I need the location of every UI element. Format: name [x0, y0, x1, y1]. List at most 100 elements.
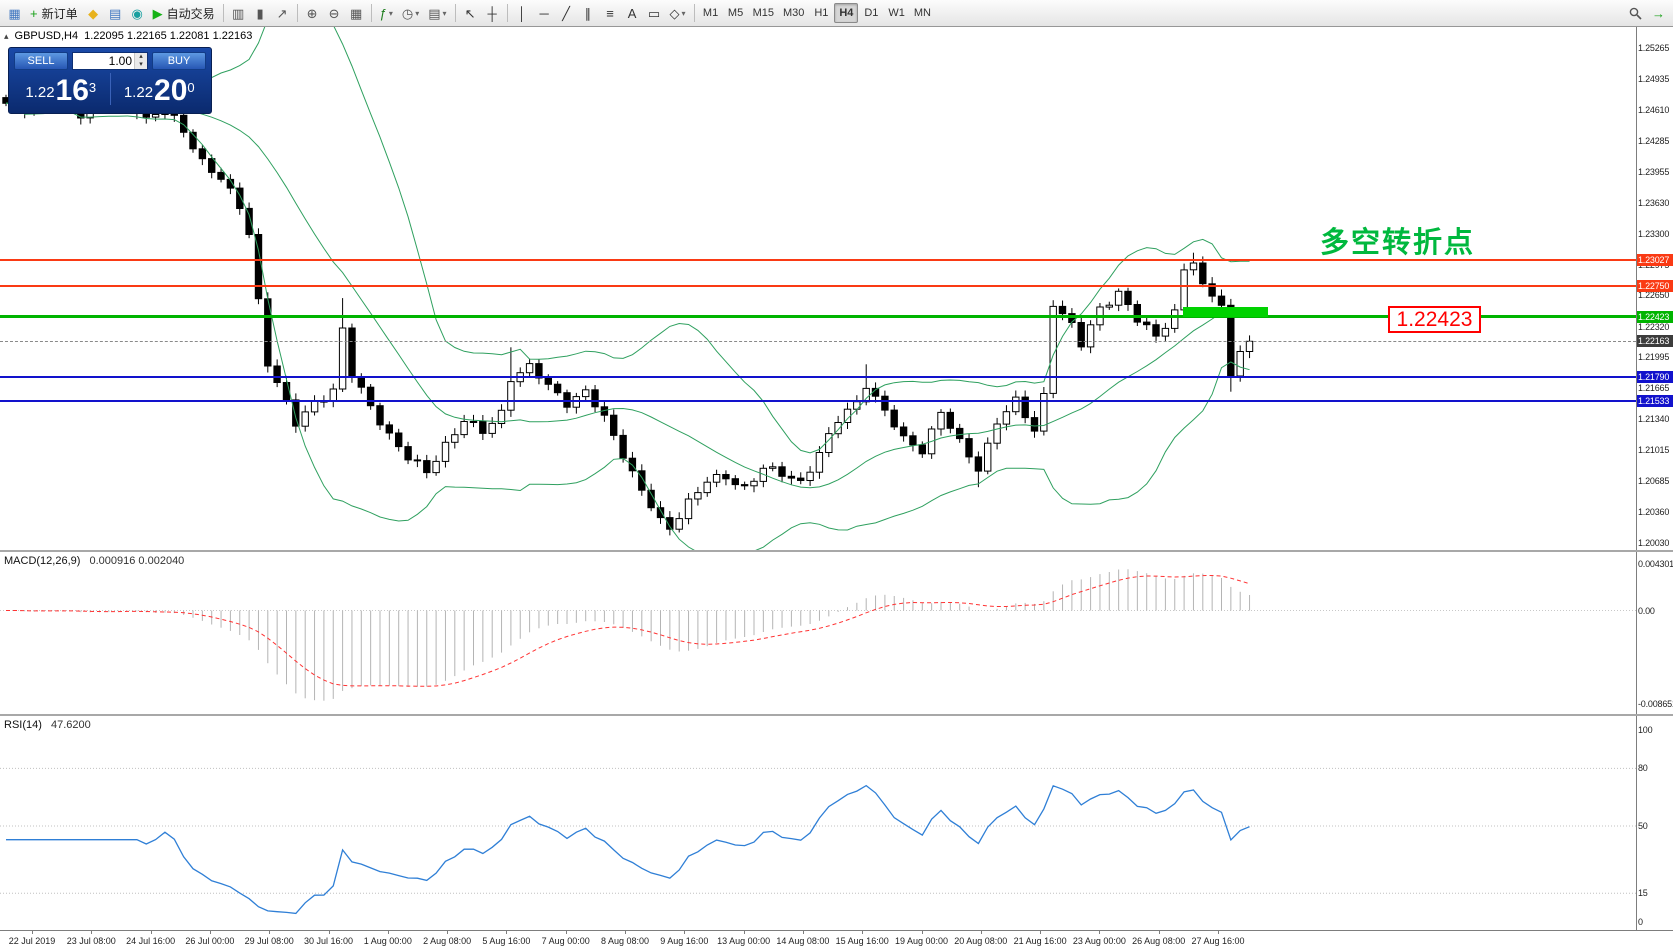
price-axis-label: 1.20360 — [1638, 506, 1670, 517]
rsi-axis[interactable]: 100 80 50 15 0 — [1636, 716, 1673, 930]
buy-price[interactable]: 1.22 20 0 — [123, 74, 195, 107]
candlestick-icon[interactable]: ▮ — [250, 2, 271, 24]
price-divider — [109, 73, 111, 105]
macd-axis-label: 0.004301 — [1638, 559, 1673, 569]
rsi-plot-area[interactable]: RSI(14) 47.6200 — [0, 716, 1636, 930]
candlestick-chart[interactable] — [0, 27, 1636, 550]
profiles-icon: ▤ — [108, 5, 122, 21]
bar-chart-icon: ▥ — [231, 5, 245, 21]
hline-icon: ─ — [539, 5, 549, 21]
volume-input[interactable] — [73, 53, 134, 69]
macd-label: MACD(12,26,9) 0.000916 0.002040 — [4, 555, 185, 567]
bar-chart-icon[interactable]: ▥ — [228, 2, 249, 24]
oneclick-toggle-icon[interactable]: ▴ — [4, 30, 9, 41]
price-axis-label: 1.21995 — [1638, 352, 1670, 363]
time-axis-label: 22 Jul 2019 — [8, 936, 56, 946]
time-axis-label: 8 Aug 08:00 — [600, 936, 650, 946]
line-chart-icon[interactable]: ↗ — [272, 2, 293, 24]
volume-up-icon[interactable]: ▴ — [135, 53, 147, 61]
horizontal-line-1.21533[interactable] — [0, 399, 1636, 402]
favorites-icon[interactable]: ◆ — [83, 2, 104, 24]
time-axis-label: 13 Aug 00:00 — [717, 936, 771, 946]
price-axis-label: 1.22650 — [1638, 290, 1670, 301]
zoom-out-icon[interactable]: ⊖ — [324, 2, 345, 24]
trendline-icon: ╱ — [562, 5, 570, 21]
indicators-icon[interactable]: ƒ ▾ — [376, 2, 397, 24]
crosshair-icon[interactable]: ┼ — [482, 2, 503, 24]
macd-axis[interactable]: 0.004301 0.00 -0.008651 — [1636, 552, 1673, 714]
toolbar-separator — [222, 4, 224, 22]
sell-price[interactable]: 1.22 16 3 — [25, 74, 97, 107]
forward-icon[interactable]: → — [1648, 2, 1669, 24]
timeframe-button-h4[interactable]: H4 — [834, 3, 859, 23]
timeframe-button-m15[interactable]: M15 — [752, 7, 774, 19]
time-tick — [150, 931, 152, 934]
supply-zone-rect[interactable] — [1183, 306, 1268, 317]
periods-icon: ◷ — [401, 5, 414, 21]
new-order-button[interactable]: + 新订单 — [26, 2, 82, 24]
text-icon: A — [627, 5, 637, 21]
horizontal-line-1.21790[interactable] — [0, 375, 1636, 378]
templates-icon[interactable]: ▤ ▾ — [424, 2, 450, 24]
timeframe-button-mn[interactable]: MN — [913, 7, 931, 19]
chart-plot-area[interactable]: ▴ GBPUSD,H4 1.22095 1.22165 1.22081 1.22… — [0, 27, 1636, 550]
time-axis-label: 23 Jul 08:00 — [66, 936, 116, 946]
timeframe-button-m5[interactable]: M5 — [727, 7, 744, 19]
sell-button[interactable]: SELL — [14, 52, 68, 70]
time-axis-label: 29 Jul 08:00 — [244, 936, 294, 946]
hline-icon[interactable]: ─ — [534, 2, 555, 24]
time-tick — [447, 931, 449, 934]
toolbar-separator — [693, 4, 695, 22]
macd-panel[interactable]: MACD(12,26,9) 0.000916 0.002040 0.004301… — [0, 552, 1673, 714]
tile-windows-icon[interactable]: ▦ — [346, 2, 367, 24]
shapes-icon[interactable]: ◇ ▾ — [666, 2, 690, 24]
time-tick — [1040, 931, 1042, 934]
chart-window-icon[interactable]: ▦ — [4, 2, 25, 24]
timeframe-button-m30[interactable]: M30 — [782, 7, 805, 19]
buy-button[interactable]: BUY — [152, 52, 206, 70]
timeframe-button-m1[interactable]: M1 — [702, 7, 719, 19]
time-tick — [91, 931, 93, 934]
macd-chart[interactable] — [0, 552, 1636, 714]
community-icon: ◉ — [131, 5, 143, 21]
cursor-icon: ↖ — [464, 5, 476, 21]
fibonacci-icon[interactable]: ≡ — [600, 2, 621, 24]
search-icon[interactable] — [1625, 2, 1646, 24]
volume-field[interactable]: ▴ ▾ — [72, 52, 148, 70]
text-icon[interactable]: A — [622, 2, 643, 24]
vline-icon[interactable]: │ — [512, 2, 533, 24]
macd-axis-label: -0.008651 — [1638, 699, 1673, 709]
profiles-icon[interactable]: ▤ — [105, 2, 126, 24]
price-axis-label: 1.22320 — [1638, 321, 1670, 332]
autotrade-button[interactable]: ▶ 自动交易 — [149, 2, 219, 24]
label-icon[interactable]: ▭ — [644, 2, 665, 24]
horizontal-line-1.22423[interactable] — [0, 315, 1636, 319]
panel-splitter[interactable] — [0, 714, 1673, 716]
price-chart-panel[interactable]: ▴ GBPUSD,H4 1.22095 1.22165 1.22081 1.22… — [0, 27, 1673, 550]
rsi-panel[interactable]: RSI(14) 47.6200 100 80 50 15 0 — [0, 716, 1673, 930]
current-price-line — [0, 341, 1636, 343]
time-axis-label: 27 Aug 16:00 — [1191, 936, 1245, 946]
volume-down-icon[interactable]: ▾ — [135, 61, 147, 69]
chart-window-icon: ▦ — [8, 5, 21, 21]
macd-plot-area[interactable]: MACD(12,26,9) 0.000916 0.002040 — [0, 552, 1636, 714]
price-tag-1.22750: 1.22750 — [1637, 279, 1673, 292]
cursor-icon[interactable]: ↖ — [460, 2, 481, 24]
panel-splitter[interactable] — [0, 550, 1673, 552]
horizontal-line-1.22750[interactable] — [0, 284, 1636, 287]
rsi-chart[interactable] — [0, 716, 1636, 930]
current-price-tag: 1.22163 — [1637, 335, 1673, 348]
trendline-icon[interactable]: ╱ — [556, 2, 577, 24]
horizontal-line-1.23027[interactable] — [0, 258, 1636, 261]
timeframe-button-h1[interactable]: H1 — [814, 7, 829, 19]
community-icon[interactable]: ◉ — [127, 2, 148, 24]
timeframe-button-w1[interactable]: W1 — [888, 7, 905, 19]
channel-icon[interactable]: ∥ — [578, 2, 599, 24]
timeframe-button-d1[interactable]: D1 — [864, 7, 879, 19]
price-axis[interactable]: 1.25265 1.24935 1.24610 1.24285 1.23955 1.236… — [1636, 27, 1673, 550]
time-axis-label: 14 Aug 08:00 — [776, 936, 830, 946]
zoom-in-icon[interactable]: ⊕ — [302, 2, 323, 24]
periods-icon[interactable]: ◷ ▾ — [398, 2, 423, 24]
price-tag-1.21533: 1.21533 — [1637, 394, 1673, 407]
time-axis[interactable]: 22 Jul 2019 23 Jul 08:00 24 Jul 16:00 26 Ju… — [0, 930, 1673, 948]
